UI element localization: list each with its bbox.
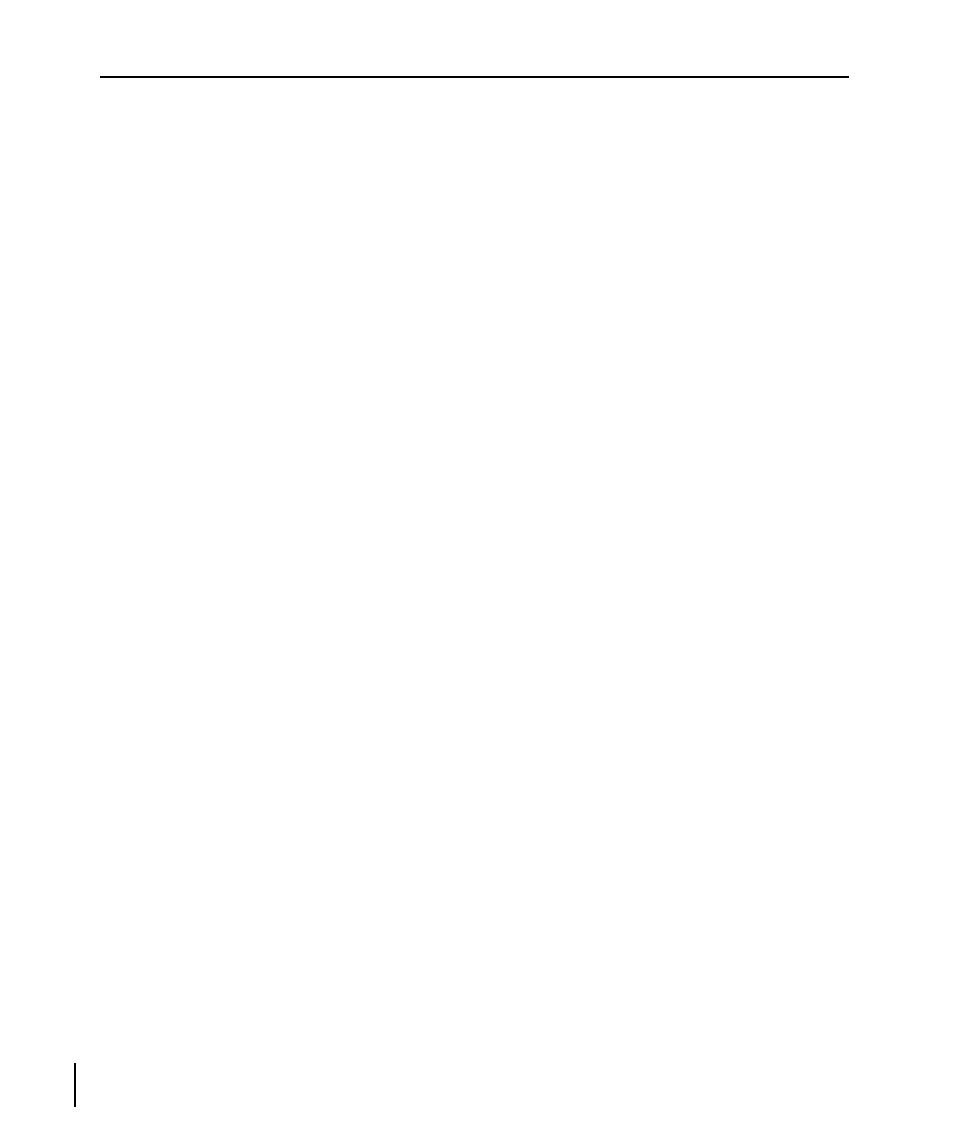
- title-rule: [100, 76, 849, 78]
- figure-b1: [106, 104, 849, 260]
- page-footer: [0, 1063, 954, 1107]
- ports-diagram: [328, 104, 628, 254]
- footer-divider: [74, 1063, 76, 1107]
